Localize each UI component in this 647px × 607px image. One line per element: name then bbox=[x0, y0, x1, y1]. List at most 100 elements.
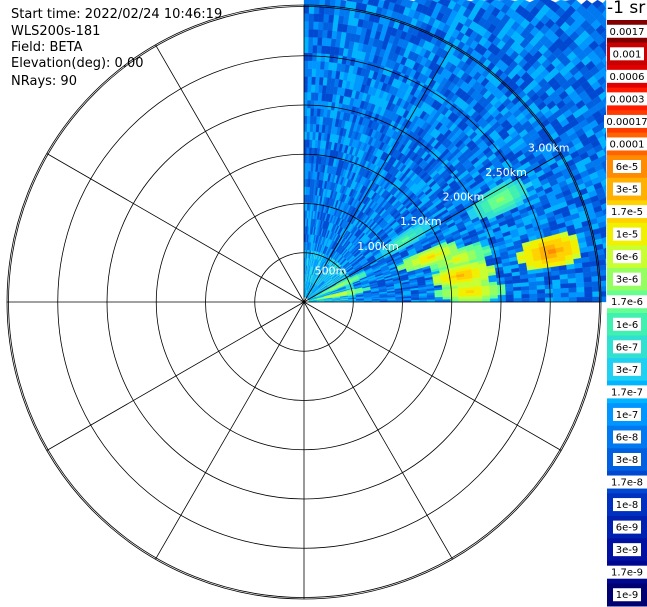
data-cell bbox=[307, 84, 312, 93]
data-cell bbox=[574, 267, 584, 274]
data-cell bbox=[458, 299, 467, 303]
data-cell bbox=[465, 289, 475, 294]
data-cell bbox=[600, 296, 607, 303]
colorbar-label-bg bbox=[613, 498, 641, 512]
data-cell bbox=[312, 37, 319, 46]
colorbar-label-bg bbox=[613, 588, 641, 602]
data-cell bbox=[308, 36, 314, 46]
data-cell bbox=[303, 0, 310, 6]
data-cell bbox=[497, 298, 507, 303]
colorbar-label-bg bbox=[610, 47, 644, 61]
data-cell bbox=[536, 289, 546, 295]
data-cell bbox=[316, 52, 322, 62]
data-cell bbox=[303, 36, 309, 46]
data-cell bbox=[367, 0, 375, 6]
colorbar-label-bg bbox=[613, 250, 641, 264]
data-cell bbox=[505, 287, 514, 292]
radial-line bbox=[303, 301, 562, 451]
data-cell bbox=[437, 0, 447, 5]
data-cell bbox=[303, 131, 308, 140]
colorbar-tick-label: 3e-6 bbox=[616, 275, 639, 286]
colorbar-tick-label: 1e-7 bbox=[616, 410, 639, 421]
data-cell bbox=[576, 296, 585, 303]
data-cell bbox=[442, 294, 451, 298]
colorbar-label-bg bbox=[607, 137, 647, 151]
data-cell bbox=[303, 99, 308, 109]
data-cell bbox=[311, 84, 316, 93]
data-cell bbox=[604, 131, 607, 141]
data-cell bbox=[303, 139, 307, 148]
data-cell bbox=[307, 92, 312, 101]
data-cell bbox=[310, 115, 314, 125]
data-cell bbox=[474, 292, 483, 297]
colorbar-tick-label: 6e-5 bbox=[616, 162, 639, 173]
start-time-label: Start time: 2022/02/24 10:46:19 bbox=[11, 7, 223, 22]
radial-line bbox=[155, 44, 305, 303]
colorbar-label-bg bbox=[607, 295, 647, 309]
data-cell bbox=[334, 0, 342, 8]
colorbar-tick-label: 1e-9 bbox=[616, 590, 639, 601]
data-cell bbox=[497, 294, 507, 299]
data-cell bbox=[411, 297, 420, 301]
colorbar-label-bg bbox=[613, 317, 641, 331]
data-cell bbox=[513, 294, 522, 299]
data-cell bbox=[313, 13, 320, 22]
data-cell bbox=[603, 45, 607, 56]
data-cell bbox=[489, 295, 499, 299]
colorbar-label-bg bbox=[613, 340, 641, 354]
data-cell bbox=[345, 0, 354, 2]
data-cell bbox=[426, 297, 436, 301]
data-cell bbox=[466, 298, 475, 303]
colorbar-tick-label: 1.7e-6 bbox=[611, 297, 643, 308]
data-cell bbox=[328, 14, 335, 23]
data-cell bbox=[303, 13, 310, 22]
data-cell bbox=[568, 297, 577, 303]
data-cell bbox=[306, 162, 310, 172]
data-cell bbox=[403, 298, 412, 301]
data-cell bbox=[322, 21, 329, 31]
data-cell bbox=[306, 131, 311, 140]
colorbar-label-bg bbox=[607, 69, 647, 83]
data-cell bbox=[303, 44, 309, 53]
data-cell bbox=[321, 37, 328, 47]
colorbar-label-bg bbox=[607, 565, 647, 579]
data-cell bbox=[520, 286, 530, 291]
data-cell bbox=[456, 0, 466, 6]
data-cell bbox=[551, 274, 561, 281]
data-cell bbox=[307, 99, 312, 109]
data-cell bbox=[324, 0, 331, 7]
colorbar-label-bg bbox=[613, 453, 641, 466]
data-cell bbox=[318, 21, 324, 30]
data-cell bbox=[529, 293, 538, 299]
data-cell bbox=[303, 123, 308, 132]
colorbar-label-bg bbox=[613, 272, 641, 286]
data-cell bbox=[316, 45, 323, 54]
data-cell bbox=[322, 29, 328, 39]
data-cell bbox=[568, 287, 577, 293]
data-cell bbox=[372, 0, 380, 7]
data-cell bbox=[520, 282, 530, 287]
data-cell bbox=[584, 296, 593, 303]
colorbar-tick-label: 3e-8 bbox=[616, 455, 639, 466]
colorbar-tick-label: 6e-6 bbox=[616, 252, 639, 263]
colorbar: 0.0017 0.001 0.0006 0.0003 0.00017 0.0001 6e-5… bbox=[604, 20, 647, 607]
colorbar-tick-label: 6e-8 bbox=[616, 432, 639, 443]
radial-line bbox=[46, 301, 305, 451]
colorbar-tick-label: 6e-9 bbox=[616, 523, 639, 534]
data-cell bbox=[576, 282, 585, 288]
data-cell bbox=[309, 0, 315, 6]
data-cell bbox=[303, 115, 308, 124]
data-cell bbox=[308, 13, 315, 22]
data-cell bbox=[307, 68, 313, 77]
data-cell bbox=[583, 271, 592, 278]
polar-grid bbox=[6, 4, 602, 600]
data-cell bbox=[489, 291, 499, 296]
data-cell bbox=[466, 295, 475, 300]
radial-line bbox=[303, 153, 562, 303]
data-cell bbox=[567, 278, 577, 284]
colorbar-tick-label: 0.0003 bbox=[610, 94, 645, 105]
colorbar-label-bg bbox=[607, 205, 647, 219]
radial-line bbox=[303, 44, 453, 303]
data-cell bbox=[361, 0, 370, 5]
data-cell bbox=[565, 0, 577, 6]
